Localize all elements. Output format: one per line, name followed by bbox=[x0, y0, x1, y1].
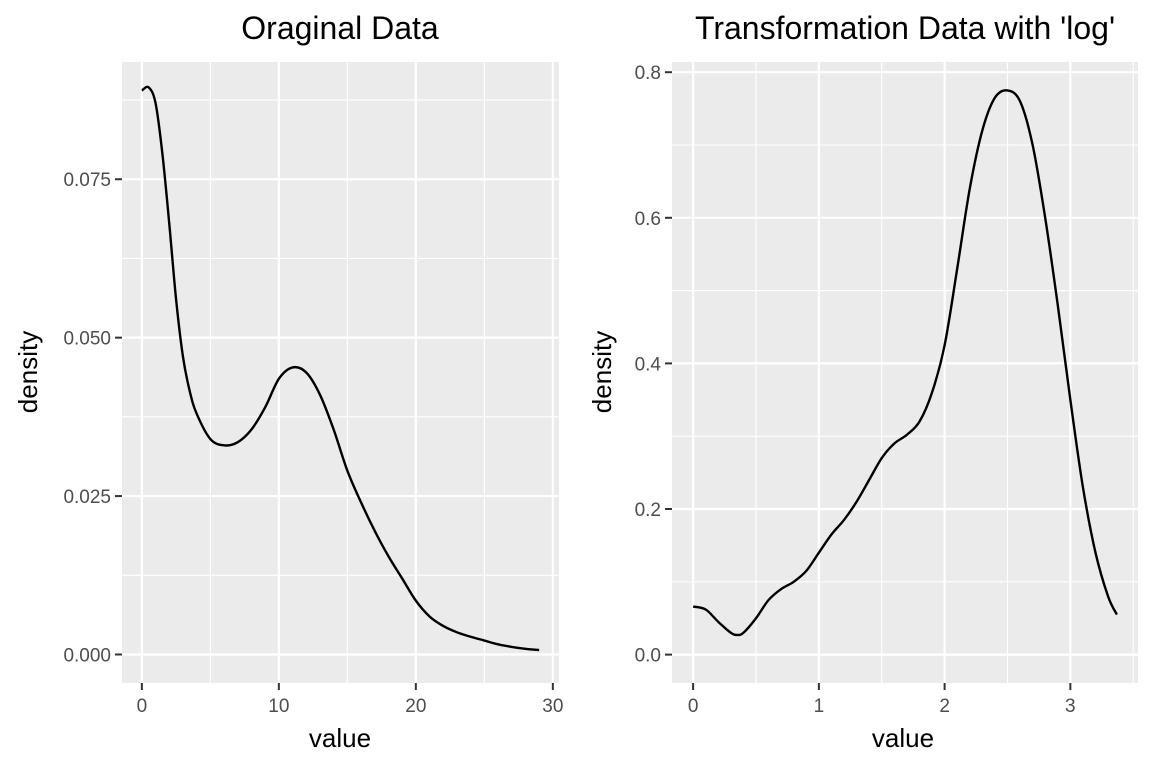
x-tick-label: 1 bbox=[814, 696, 825, 717]
y-tick-label: 0.000 bbox=[63, 645, 111, 666]
chart-title: Transformation Data with 'log' bbox=[695, 10, 1115, 46]
y-tick-label: 0.2 bbox=[635, 500, 661, 521]
grid bbox=[122, 62, 559, 683]
y-tick-label: 0.4 bbox=[635, 354, 662, 375]
x-tick-label: 2 bbox=[939, 696, 950, 717]
y-tick-label: 0.025 bbox=[63, 487, 111, 508]
y-axis-title: density bbox=[13, 331, 43, 413]
y-tick-label: 0.6 bbox=[635, 209, 661, 230]
y-tick-label: 0.8 bbox=[635, 63, 661, 84]
x-tick-label: 20 bbox=[405, 696, 426, 717]
y-tick-label: 0.075 bbox=[63, 170, 111, 191]
y-tick-label: 0.050 bbox=[63, 329, 111, 350]
density-line bbox=[141, 85, 540, 652]
panel-log: 0 1 2 3 0.0 0.2 0.4 0.6 0.8 Transformation Data … bbox=[587, 10, 1138, 753]
chart-title: Oraginal Data bbox=[241, 10, 439, 46]
x-tick-label: 3 bbox=[1065, 696, 1076, 717]
axis-ticks: 0 1 2 3 0.0 0.2 0.4 0.6 0.8 bbox=[635, 63, 1076, 717]
x-axis-title: value bbox=[872, 723, 934, 753]
panel-original: 0 10 20 30 0.000 0.025 0.050 0.075 Oraginal Dat… bbox=[13, 10, 563, 753]
x-tick-label: 0 bbox=[137, 696, 148, 717]
x-tick-label: 10 bbox=[268, 696, 289, 717]
panel-background bbox=[122, 62, 559, 683]
panel-background bbox=[672, 62, 1138, 683]
x-tick-label: 0 bbox=[688, 696, 699, 717]
x-axis-title: value bbox=[309, 723, 371, 753]
density-line bbox=[692, 89, 1118, 637]
x-tick-label: 30 bbox=[542, 696, 563, 717]
axis-ticks: 0 10 20 30 0.000 0.025 0.050 0.075 bbox=[63, 170, 563, 717]
y-axis-title: density bbox=[587, 331, 617, 413]
grid bbox=[672, 62, 1138, 683]
y-tick-label: 0.0 bbox=[635, 646, 661, 667]
